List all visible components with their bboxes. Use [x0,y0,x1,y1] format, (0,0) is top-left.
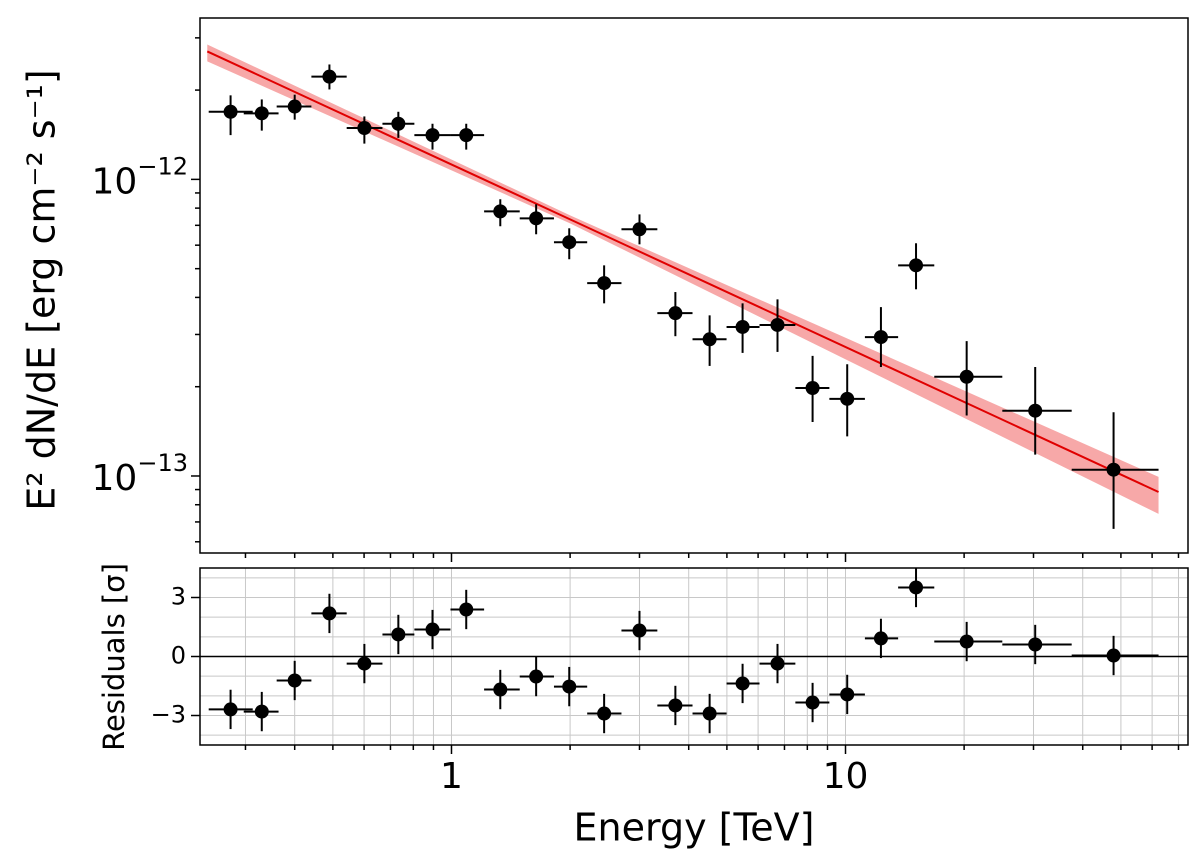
data-point [1106,462,1121,477]
residual-point [254,704,269,719]
model-line [206,50,1159,493]
data-point [805,380,820,395]
data-point [873,330,888,345]
data-point [597,276,612,291]
data-point [770,317,785,332]
residual-point [357,656,372,671]
residual-point [1028,637,1043,652]
data-point [529,211,544,226]
residual-point [597,706,612,721]
data-point [425,128,440,143]
y-tick-base: 10 [92,458,138,499]
data-point [959,369,974,384]
y-tick-label: 10−12 [92,152,188,202]
residual-point [909,580,924,595]
residual-axis-label: Residuals [σ] [97,563,131,751]
data-point [322,69,337,84]
y-tick-exponent: −13 [137,449,188,477]
residual-point [529,669,544,684]
residual-point [1106,648,1121,663]
y-tick-base: 10 [92,161,138,202]
data-point [702,332,717,347]
residual-point [223,702,238,717]
data-point [632,222,647,237]
residual-point [668,698,683,713]
data-point [254,106,269,121]
data-point [287,99,302,114]
data-point [668,306,683,321]
model-band [207,44,1159,514]
residual-point [959,634,974,649]
y-tick-label: −3 [151,701,186,729]
data-point [840,391,855,406]
data-point [357,121,372,136]
data-point [391,116,406,131]
y-tick-label: 10−13 [92,449,188,499]
y-tick-label: 3 [171,583,186,611]
residual-point [459,602,474,617]
residual-point [840,687,855,702]
data-point [223,104,238,119]
residual-point [287,673,302,688]
y-tick-label: 0 [171,642,186,670]
data-point [562,235,577,250]
y-axis-label: E² dN/dE [erg cm⁻² s⁻¹] [20,69,64,510]
data-point [909,258,924,273]
residual-point [493,682,508,697]
data-point [493,204,508,219]
residual-point [391,627,406,642]
data-point [459,128,474,143]
residual-point [632,623,647,638]
plot-frame [199,17,1189,554]
x-tick-label: 10 [823,756,869,797]
data-point [1028,403,1043,418]
residual-point [873,631,888,646]
residual-point [805,695,820,710]
residual-point [425,622,440,637]
x-tick-label: 1 [440,756,463,797]
residual-point [770,656,785,671]
residual-point [562,679,577,694]
data-point [735,319,750,334]
residual-point [702,706,717,721]
y-tick-exponent: −12 [137,152,188,180]
residual-point [322,606,337,621]
residual-point [735,676,750,691]
x-axis-label: Energy [TeV] [574,806,815,850]
